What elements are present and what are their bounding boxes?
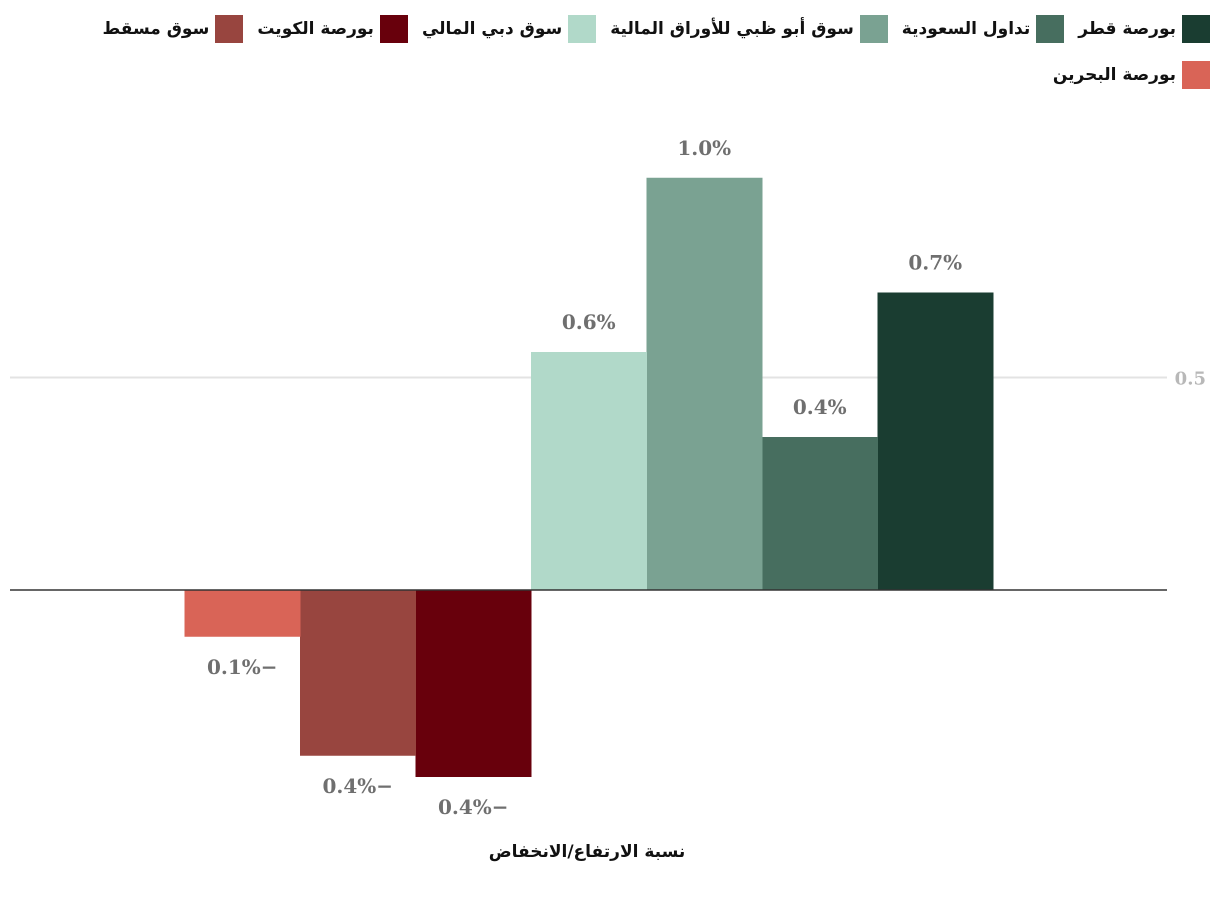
bar-value-label: 0.4%− [438,795,509,819]
legend-label: سوق أبو ظبي للأوراق المالية [610,19,854,39]
legend-item: بورصة الكويت [257,12,408,46]
bar-value-label: 0.6% [562,310,616,334]
legend-label: بورصة الكويت [257,19,374,39]
legend-swatch [379,15,408,43]
bar-value-label: 0.4% [793,395,847,419]
y-tick-label: 0.5 [1175,369,1206,390]
legend-label: سوق مسقط [102,19,210,39]
bar [184,590,301,637]
bar [762,437,878,590]
bar-value-label: 0.4%− [322,774,393,798]
bars-group [184,177,994,777]
bar [415,590,532,777]
legend-item: سوق مسقط [103,12,244,46]
bar [877,292,994,590]
legend-label: سوق دبي المالي [421,19,563,39]
legend-item: بورصة البحرين [1053,58,1210,92]
x-axis-label: نسبة الارتفاع/الانخفاض [488,842,686,862]
legend-label: بورصة البحرين [1052,65,1176,85]
bar [646,177,763,590]
legend-item: بورصة قطر [1078,12,1210,46]
legend-label: بورصة قطر [1078,19,1176,39]
bar [300,590,416,756]
legend-swatch [1182,15,1210,43]
value-labels-group: 0.7% 0.4% 1.0% 0.6% 0.4%− 0.4%− 0.1%− [207,136,962,819]
legend-item: تداول السعودية [901,12,1065,46]
legend-swatch [1036,15,1065,43]
legend-item: سوق دبي المالي [421,12,597,46]
legend-label: تداول السعودية [901,19,1031,39]
bar-value-label: 1.0% [677,136,731,160]
legend-item: سوق أبو ظبي للأوراق المالية [610,12,888,46]
legend-swatch [215,15,244,43]
chart-legend: بورصة قطر تداول السعودية سوق أبو ظبي للأور… [5,12,1210,92]
bar [531,352,647,590]
bar-value-label: 0.1%− [207,655,278,679]
legend-swatch [568,15,597,43]
legend-swatch [1182,61,1210,89]
legend-swatch [859,15,888,43]
bar-value-label: 0.7% [908,251,962,275]
